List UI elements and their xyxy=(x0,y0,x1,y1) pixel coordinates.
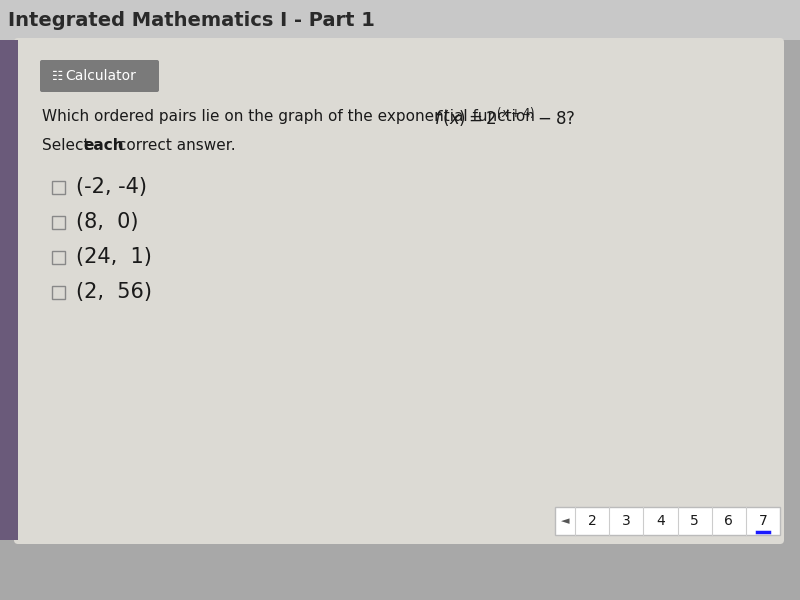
Text: (2,  56): (2, 56) xyxy=(76,282,152,302)
Text: 7: 7 xyxy=(758,514,767,528)
Text: ◄: ◄ xyxy=(561,516,570,526)
FancyBboxPatch shape xyxy=(52,286,65,299)
Text: 3: 3 xyxy=(622,514,630,528)
FancyBboxPatch shape xyxy=(52,251,65,264)
Text: Integrated Mathematics I - Part 1: Integrated Mathematics I - Part 1 xyxy=(8,10,375,29)
FancyBboxPatch shape xyxy=(40,60,159,92)
Text: 4: 4 xyxy=(656,514,665,528)
Text: correct answer.: correct answer. xyxy=(113,137,236,152)
Text: 2: 2 xyxy=(588,514,597,528)
Text: $f\,(x) = 2^{(x+4)} - 8$?: $f\,(x) = 2^{(x+4)} - 8$? xyxy=(434,106,575,128)
Text: (8,  0): (8, 0) xyxy=(76,212,138,232)
Text: 6: 6 xyxy=(724,514,733,528)
Text: (24,  1): (24, 1) xyxy=(76,247,152,267)
FancyBboxPatch shape xyxy=(14,38,784,544)
Bar xyxy=(0,40,18,540)
Text: (-2, -4): (-2, -4) xyxy=(76,177,147,197)
Text: ☷: ☷ xyxy=(52,70,63,82)
Text: Calculator: Calculator xyxy=(65,69,136,83)
Bar xyxy=(0,0,800,40)
Text: 5: 5 xyxy=(690,514,699,528)
Text: Which ordered pairs lie on the graph of the exponential function: Which ordered pairs lie on the graph of … xyxy=(42,109,535,124)
Text: each: each xyxy=(83,137,124,152)
Bar xyxy=(555,507,780,535)
Text: Select: Select xyxy=(42,137,94,152)
FancyBboxPatch shape xyxy=(52,216,65,229)
FancyBboxPatch shape xyxy=(52,181,65,194)
